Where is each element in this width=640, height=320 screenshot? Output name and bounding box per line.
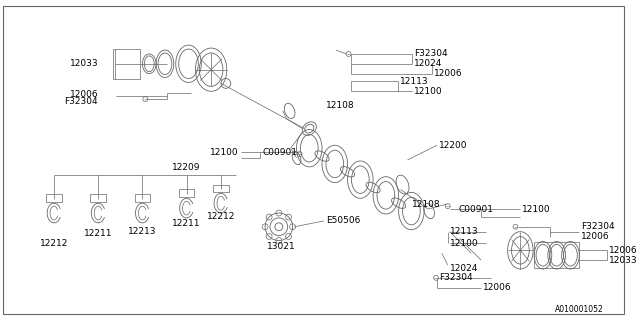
- Text: 12006: 12006: [609, 246, 637, 255]
- Text: 12200: 12200: [439, 141, 467, 150]
- Text: F32304: F32304: [65, 97, 98, 106]
- Text: 12100: 12100: [522, 204, 551, 213]
- Text: 12006: 12006: [434, 69, 463, 78]
- Text: E50506: E50506: [326, 216, 360, 225]
- Bar: [90, 194, 106, 202]
- Text: 12024: 12024: [450, 263, 478, 273]
- Text: 12113: 12113: [399, 77, 428, 86]
- Text: 12113: 12113: [450, 227, 478, 236]
- Text: 12209: 12209: [172, 163, 200, 172]
- Text: F32304: F32304: [414, 50, 448, 59]
- Text: 12212: 12212: [40, 239, 68, 248]
- Bar: [213, 185, 228, 192]
- Text: 12006: 12006: [581, 232, 610, 241]
- Bar: [46, 194, 62, 202]
- Text: 12100: 12100: [210, 148, 239, 157]
- Text: 12212: 12212: [207, 212, 235, 221]
- Bar: [113, 49, 140, 78]
- Text: 12211: 12211: [84, 229, 113, 238]
- Text: 12213: 12213: [128, 227, 157, 236]
- Text: 12108: 12108: [326, 101, 355, 110]
- Bar: [134, 194, 150, 202]
- Text: C00901: C00901: [458, 204, 493, 213]
- Text: 12033: 12033: [70, 59, 98, 68]
- Bar: [179, 189, 195, 197]
- Text: C00901: C00901: [262, 148, 297, 157]
- Text: 12108: 12108: [412, 200, 441, 209]
- Text: 13021: 13021: [267, 242, 296, 251]
- Text: 12006: 12006: [70, 90, 98, 99]
- Text: F32304: F32304: [439, 273, 472, 282]
- Text: 12006: 12006: [483, 283, 512, 292]
- Text: 12024: 12024: [414, 59, 443, 68]
- Text: 12100: 12100: [450, 239, 478, 248]
- Text: 12033: 12033: [609, 256, 637, 265]
- Text: A010001052: A010001052: [555, 305, 604, 314]
- Bar: [534, 243, 579, 268]
- Text: 12211: 12211: [172, 219, 201, 228]
- Text: F32304: F32304: [581, 222, 615, 231]
- Text: 12100: 12100: [414, 87, 443, 96]
